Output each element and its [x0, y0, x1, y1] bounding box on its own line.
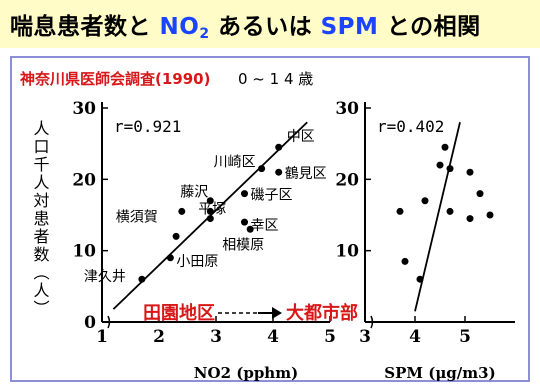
x-tick-label: 2: [153, 327, 165, 347]
y-tick-label: 30: [72, 99, 96, 119]
data-point: [172, 232, 180, 240]
title-no2-subscript: 2: [199, 26, 210, 42]
data-point: [416, 275, 424, 283]
point-label: 川崎区: [214, 155, 256, 171]
data-point: [446, 207, 454, 215]
y-tick-label: 20: [335, 170, 359, 190]
title-no2-text: NO: [159, 14, 200, 40]
data-point: [206, 215, 214, 223]
point-label: 平塚: [198, 201, 226, 217]
title-part-1: 喘息患者数と: [10, 14, 160, 40]
x-axis-label: NO2 (pphm): [194, 364, 298, 382]
point-label: 鶴見区: [285, 165, 327, 182]
data-point: [241, 218, 248, 226]
x-tick-label: 4: [409, 327, 421, 347]
rural-label: 田園地区: [143, 302, 215, 324]
x-tick-label: 5: [459, 327, 471, 347]
y-tick-label: 10: [72, 242, 96, 262]
y-axis-label: 人口千人対患者数（人）: [31, 120, 50, 318]
y-tick-label: 30: [335, 99, 359, 119]
arrow-icon: [218, 307, 282, 319]
x-tick-label: 3: [359, 327, 371, 347]
point-label: 中区: [287, 129, 315, 145]
x-tick-label: 4: [267, 327, 279, 347]
urban-label: 大都市部: [286, 302, 358, 324]
data-point: [246, 225, 254, 233]
correlation-annotation: r=0.921: [114, 117, 181, 136]
age-label: 0 ~ 1 4 歳: [238, 70, 313, 88]
title-bar: 喘息患者数と NO2 あるいは SPM との相関: [0, 0, 540, 48]
data-point: [436, 161, 444, 169]
data-point: [166, 254, 174, 262]
x-axis-label: SPM (μg/m3): [384, 364, 495, 382]
point-label: 藤沢: [180, 185, 208, 201]
data-point: [446, 165, 454, 173]
axis-break-mark: [370, 315, 374, 329]
data-point: [466, 168, 474, 176]
correlation-annotation: r=0.402: [377, 117, 444, 136]
point-label: 幸区: [251, 218, 279, 234]
data-point: [401, 257, 409, 265]
point-label: 磯子区: [251, 188, 293, 204]
title-part-3: あるいは: [209, 14, 321, 40]
y-tick-label: 0: [84, 313, 96, 333]
data-point: [421, 197, 429, 205]
axis-break-mark: [107, 315, 111, 329]
data-point: [138, 275, 146, 283]
point-label: 小田原: [176, 254, 218, 270]
data-point: [178, 207, 186, 215]
title-no2: NO2: [159, 14, 210, 42]
data-point: [466, 215, 474, 223]
title-spm: SPM: [320, 14, 379, 40]
source-label: 神奈川県医師会調査(1990): [20, 70, 210, 88]
y-tick-label: 20: [72, 170, 96, 190]
point-label: 相模原: [222, 237, 264, 253]
y-tick-label: 10: [335, 242, 359, 262]
title-part-5: との相関: [378, 14, 481, 40]
data-point: [206, 197, 214, 205]
data-point: [476, 190, 484, 198]
chart-panel: [10, 56, 530, 382]
data-point: [486, 211, 494, 219]
data-point: [258, 165, 266, 173]
data-point: [275, 143, 283, 151]
point-label: 津久井: [84, 269, 126, 285]
data-point: [441, 143, 449, 151]
trend-line: [414, 122, 461, 312]
x-tick-label: 1: [96, 327, 108, 347]
x-tick-label: 3: [210, 327, 222, 347]
data-point: [241, 190, 248, 198]
spm-scatter-chart: 10 20 30 3 4 5 SPM (μg/m3) r=0.402: [335, 99, 515, 382]
data-point: [275, 168, 283, 176]
data-point: [206, 207, 214, 215]
page-title: 喘息患者数と NO2 あるいは SPM との相関: [10, 7, 481, 42]
x-tick-label: 5: [324, 327, 336, 347]
data-point: [396, 207, 404, 215]
point-label: 横須賀: [116, 209, 158, 225]
